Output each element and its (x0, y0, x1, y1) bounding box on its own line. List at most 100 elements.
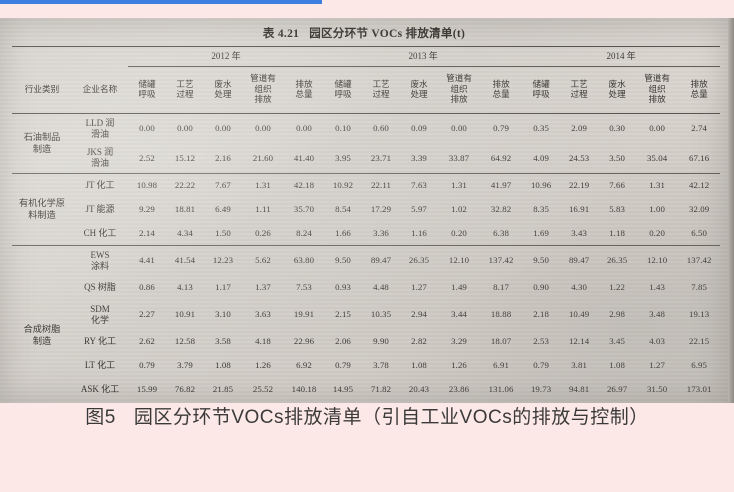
company-name-line-1: RY 化工 (84, 336, 116, 347)
emission-value-cell: 60.49 (438, 402, 480, 404)
emission-value-cell: 22.96 (293, 336, 315, 347)
emission-value-cell: 26.97 (606, 384, 628, 395)
company-name-line-2: 化学 (90, 314, 109, 325)
company-name-cell: JT 化工 (72, 174, 128, 198)
emission-value-cell: 1.26 (451, 360, 467, 371)
emission-value-cell: 14.95 (332, 384, 354, 395)
scan-right-edge (728, 18, 734, 403)
emission-value-cell: 22.11 (371, 180, 392, 191)
year-header-2014: 2014 年 (522, 46, 721, 67)
col-header-2013-total: 排放 总量 (492, 78, 510, 99)
emission-value-cell: 32.09 (688, 204, 710, 215)
emission-value-cell: 23.71 (370, 152, 392, 163)
emission-value-cell: 17.29 (370, 204, 392, 215)
metric-header-row: 行业类别 企业名称 储罐 呼吸 工艺 过程 废水 处理 管道有 组织 排放 排放 总量 储罐… (12, 67, 721, 114)
col-header-company: 企业名称 (82, 83, 118, 94)
emission-value-cell: 7.53 (296, 282, 312, 293)
emission-value-cell: 223.24 (284, 402, 324, 404)
emission-value-cell: 26.35 (408, 255, 430, 266)
emission-value-cell: 3.48 (649, 309, 665, 320)
emission-value-cell: 0.79 (335, 360, 351, 371)
emission-value-cell: 25.52 (252, 384, 274, 395)
col-header-2014-storage-tank: 储罐 呼吸 (532, 78, 550, 99)
table-row: 有机化学原 料制造 JT 化工 10.98 22.22 7.67 1.31 42.18 10.9… (12, 174, 720, 219)
company-name-line-1: EWS (90, 249, 110, 260)
emission-value-cell: 1.16 (411, 227, 427, 238)
year-header-spacer-2 (72, 47, 128, 67)
table-row: RY 化工 2.62 12.58 3.58 4.18 22.96 2.06 9.90 2.82 3… (12, 330, 720, 354)
emission-value-cell: 71.82 (370, 384, 392, 395)
emission-value-cell: 0.90 (533, 282, 549, 293)
emission-value-cell: 35.04 (646, 152, 668, 163)
emission-value-cell: 0.79 (533, 360, 549, 371)
emission-value-cell: 12.10 (448, 255, 470, 266)
emission-value-cell: 6.95 (691, 360, 708, 371)
industry-category-line-1: 石油制品 (23, 132, 61, 143)
emission-value-cell: 42.12 (688, 180, 710, 191)
emission-value-cell: 21.85 (212, 384, 234, 395)
emission-value-cell: 7.85 (691, 282, 708, 293)
emission-value-cell: 122.34 (166, 402, 204, 404)
emission-value-cell: 1.50 (215, 227, 231, 238)
emission-value-cell: 332.26 (480, 402, 522, 404)
emission-value-cell: 15.12 (174, 152, 196, 163)
table-row: QS 树脂 0.86 4.13 1.17 1.37 7.53 0.93 4.48 1.27 1.4… (12, 276, 720, 300)
emission-value-cell: 33.87 (448, 152, 470, 163)
emission-value-cell: 182.09 (362, 402, 400, 404)
emission-value-cell: 6.50 (691, 227, 708, 238)
company-name-line-1: SDM (90, 303, 110, 314)
year-header-2012: 2012 年 (128, 46, 325, 67)
emission-value-cell: 0.79 (493, 123, 509, 134)
emission-value-cell: 131.06 (488, 384, 514, 395)
emission-value-cell: 2.15 (335, 309, 351, 320)
scanned-table-image: 表 4.21 园区分环节 VOCs 排放清单(t) 2012 年 2013 年 2… (0, 18, 728, 403)
emission-value-cell: 0.00 (296, 123, 312, 134)
figure-caption-label: 图5 (85, 407, 116, 428)
emission-value-cell: 2.16 (215, 152, 231, 163)
emission-value-cell: 0.00 (649, 123, 665, 134)
emission-value-cell: 8.24 (296, 227, 312, 238)
emission-value-cell: 18.88 (490, 309, 512, 320)
emission-value-cell: 2.06 (335, 336, 351, 347)
table-row: JKS 润滑油 2.52 15.12 2.16 21.60 41.40 3.95 23.71 3… (12, 144, 721, 174)
emission-value-cell: 12.14 (568, 336, 590, 347)
emission-value-cell: 37.89 (324, 402, 362, 404)
company-name-line-1: JT 化工 (85, 180, 115, 191)
emission-value-cell: 1.66 (335, 227, 351, 238)
table-head: 2012 年 2013 年 2014 年 行业类别 企业名称 储罐 呼吸 工艺 过程… (12, 46, 721, 114)
company-name-line-1: QS 树脂 (84, 282, 116, 293)
emission-value-cell: 89.47 (370, 255, 392, 266)
emission-value-cell: 3.43 (571, 227, 587, 238)
emission-value-cell: 0.86 (139, 282, 155, 293)
emission-value-cell: 3.10 (215, 309, 231, 320)
emission-value-cell: 41.54 (174, 255, 196, 266)
emission-value-cell: 3.81 (571, 360, 587, 371)
emission-value-cell: 89.47 (568, 255, 590, 266)
emission-value-cell: 2.62 (139, 336, 155, 347)
emission-value-cell: 19.91 (293, 309, 315, 320)
company-name-cell: LT 化工 (72, 354, 128, 378)
emission-value-cell: 0.79 (139, 360, 155, 371)
emission-value-cell: 140.18 (291, 384, 317, 395)
emission-value-cell: 0.00 (177, 123, 193, 134)
emission-value-cell: 9.50 (533, 255, 549, 266)
emission-value-cell: 10.96 (530, 180, 552, 191)
emission-value-cell: 5.97 (411, 204, 427, 215)
emission-value-cell: 38.07 (522, 402, 560, 404)
emission-value-cell: 3.79 (177, 360, 193, 371)
emission-value-cell: 12.10 (646, 255, 668, 266)
company-name-cell: JKS 润滑油 (72, 144, 128, 174)
emission-value-cell: 1.26 (255, 360, 271, 371)
col-header-2012-wastewater: 废水 处理 (214, 78, 232, 99)
company-name-cell: SDM 化学 (72, 300, 128, 330)
emission-value-cell: 10.91 (174, 309, 196, 320)
emission-value-cell: 42.18 (293, 180, 315, 191)
table-title-text: 园区分环节 VOCs 排放清单(t) (309, 28, 466, 40)
emission-value-cell: 4.09 (533, 152, 549, 163)
table-row: JT 能源 9.29 18.81 6.49 1.11 35.70 8.54 17.29 5.97… (12, 198, 720, 222)
col-header-2013-pipeline: 管道有 组织 排放 (446, 73, 472, 105)
company-name-line-2: 涂料 (90, 260, 109, 271)
emission-value-cell: 5.83 (609, 204, 625, 215)
emission-value-cell: 3.29 (451, 336, 467, 347)
emission-value-cell: 6.91 (493, 360, 509, 371)
